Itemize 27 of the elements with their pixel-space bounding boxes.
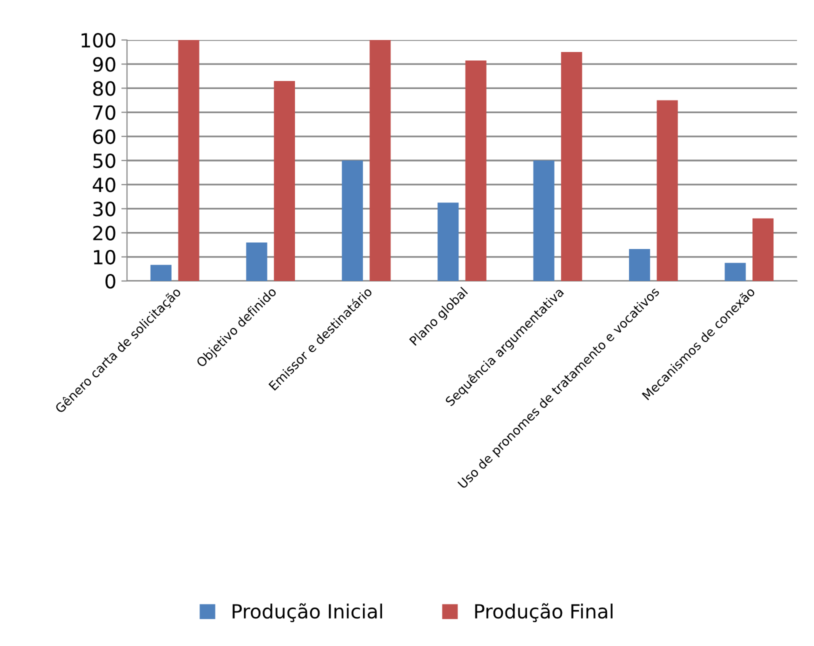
bar — [724, 262, 746, 281]
y-tick-label: 60 — [93, 129, 116, 144]
y-tick-label: 30 — [93, 202, 116, 216]
bar — [752, 218, 774, 281]
y-tick-label: 0 — [105, 274, 116, 289]
bar — [150, 264, 172, 281]
y-tick-label: 50 — [93, 153, 116, 168]
y-tick-label: 100 — [82, 32, 116, 48]
bar — [342, 160, 363, 281]
bar — [178, 40, 200, 281]
legend-label: Produção Inicial — [232, 603, 382, 622]
y-tick-label: 80 — [93, 81, 116, 96]
bar — [533, 160, 554, 281]
bar — [656, 100, 678, 281]
legend-label: Produção Final — [475, 603, 612, 622]
y-tick-label: 20 — [93, 226, 116, 240]
bar — [629, 248, 650, 281]
bar — [438, 202, 459, 281]
bar — [561, 52, 582, 281]
bar — [370, 40, 391, 281]
bar — [465, 60, 486, 281]
y-tick-label: 90 — [93, 57, 116, 72]
y-tick-label: 70 — [93, 105, 116, 120]
y-tick-label: 40 — [92, 178, 116, 192]
y-tick-label: 10 — [94, 250, 116, 265]
bar — [246, 242, 268, 281]
bar — [274, 80, 295, 281]
